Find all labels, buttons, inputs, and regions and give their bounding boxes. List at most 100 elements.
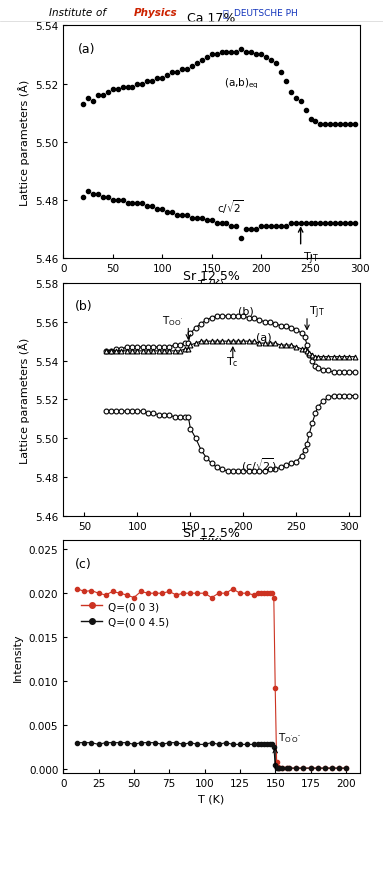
Point xyxy=(100,191,106,205)
Point xyxy=(238,43,244,57)
Point xyxy=(218,217,224,231)
Text: T$_\mathregular{OO'}$: T$_\mathregular{OO'}$ xyxy=(162,313,183,327)
Point xyxy=(278,220,284,234)
Point xyxy=(347,217,353,231)
Point xyxy=(288,86,294,100)
Point xyxy=(308,217,314,231)
Point xyxy=(228,46,234,60)
Point xyxy=(139,197,146,211)
Point xyxy=(90,188,96,202)
X-axis label: T(K): T(K) xyxy=(200,536,223,547)
Text: (c/$\sqrt{2}$): (c/$\sqrt{2}$) xyxy=(241,456,277,473)
Point xyxy=(159,72,165,86)
Point xyxy=(273,57,279,71)
Point xyxy=(194,212,200,226)
Point xyxy=(322,119,329,133)
Point xyxy=(85,92,91,106)
Point xyxy=(293,217,299,231)
Point xyxy=(238,232,244,246)
Point xyxy=(174,66,180,80)
Point xyxy=(308,112,314,126)
Point xyxy=(318,217,324,231)
Point xyxy=(199,54,205,68)
Point xyxy=(204,51,210,65)
Point xyxy=(194,57,200,71)
Point xyxy=(298,217,304,231)
Text: c/$\sqrt{2}$: c/$\sqrt{2}$ xyxy=(216,198,244,215)
Point xyxy=(129,81,136,95)
Point xyxy=(80,97,86,112)
Point xyxy=(303,217,309,231)
Point xyxy=(327,217,334,231)
Point xyxy=(95,90,101,104)
Point xyxy=(110,83,116,97)
Point xyxy=(169,66,175,80)
Point xyxy=(337,119,343,133)
Text: T$_\mathregular{O'O''}$: T$_\mathregular{O'O''}$ xyxy=(278,730,302,745)
Point xyxy=(164,205,170,220)
Text: Physics: Physics xyxy=(134,8,178,18)
Point xyxy=(199,212,205,226)
Legend: Q=(0 0 3), Q=(0 0 4.5): Q=(0 0 3), Q=(0 0 4.5) xyxy=(77,597,173,630)
Point xyxy=(258,220,264,234)
Text: DEUTSCHE PH: DEUTSCHE PH xyxy=(234,9,297,18)
Point xyxy=(233,46,239,60)
Text: Institute: Institute xyxy=(49,8,96,18)
Point xyxy=(263,51,269,65)
Point xyxy=(258,48,264,62)
Point xyxy=(243,223,249,237)
Point xyxy=(179,63,185,77)
Point xyxy=(213,217,219,231)
Text: (c): (c) xyxy=(75,558,92,570)
Point xyxy=(303,104,309,118)
Text: T$_\mathregular{JT}$: T$_\mathregular{JT}$ xyxy=(303,250,319,267)
Point xyxy=(288,217,294,231)
Point xyxy=(342,217,348,231)
Point xyxy=(248,46,254,60)
Point xyxy=(253,223,259,237)
X-axis label: T (K): T (K) xyxy=(198,794,225,804)
Text: (b): (b) xyxy=(238,306,254,316)
Point xyxy=(144,75,151,89)
Point xyxy=(144,199,151,213)
Point xyxy=(352,217,358,231)
Point xyxy=(243,46,249,60)
Point xyxy=(342,119,348,133)
Point xyxy=(134,197,141,211)
Point xyxy=(95,188,101,202)
Point xyxy=(204,214,210,228)
Title: Sr 12.5%: Sr 12.5% xyxy=(183,527,240,540)
Point xyxy=(278,66,284,80)
Text: (a,b)$_\mathregular{eq}$: (a,b)$_\mathregular{eq}$ xyxy=(224,76,259,90)
Point xyxy=(129,197,136,211)
Text: (a): (a) xyxy=(256,332,272,342)
Point xyxy=(228,220,234,234)
Point xyxy=(223,46,229,60)
Point xyxy=(293,92,299,106)
Point xyxy=(115,83,121,97)
Text: (b): (b) xyxy=(75,300,93,313)
Point xyxy=(189,212,195,226)
Y-axis label: Intensity: Intensity xyxy=(13,633,23,681)
Point xyxy=(154,72,160,86)
Point xyxy=(105,191,111,205)
Point xyxy=(273,220,279,234)
Point xyxy=(124,197,131,211)
Point xyxy=(119,194,126,208)
Text: (a): (a) xyxy=(78,43,95,55)
Point xyxy=(154,203,160,217)
Title: Ca 17%: Ca 17% xyxy=(187,12,236,25)
Point xyxy=(268,220,274,234)
Text: of: of xyxy=(96,8,109,18)
Title: Sr 12.5%: Sr 12.5% xyxy=(183,270,240,283)
Point xyxy=(327,119,334,133)
Point xyxy=(80,191,86,205)
Point xyxy=(209,48,215,62)
Point xyxy=(100,90,106,104)
Point xyxy=(298,95,304,109)
Point xyxy=(318,119,324,133)
Point xyxy=(248,223,254,237)
Point xyxy=(218,46,224,60)
X-axis label: T (K): T (K) xyxy=(198,279,225,290)
Point xyxy=(105,86,111,100)
